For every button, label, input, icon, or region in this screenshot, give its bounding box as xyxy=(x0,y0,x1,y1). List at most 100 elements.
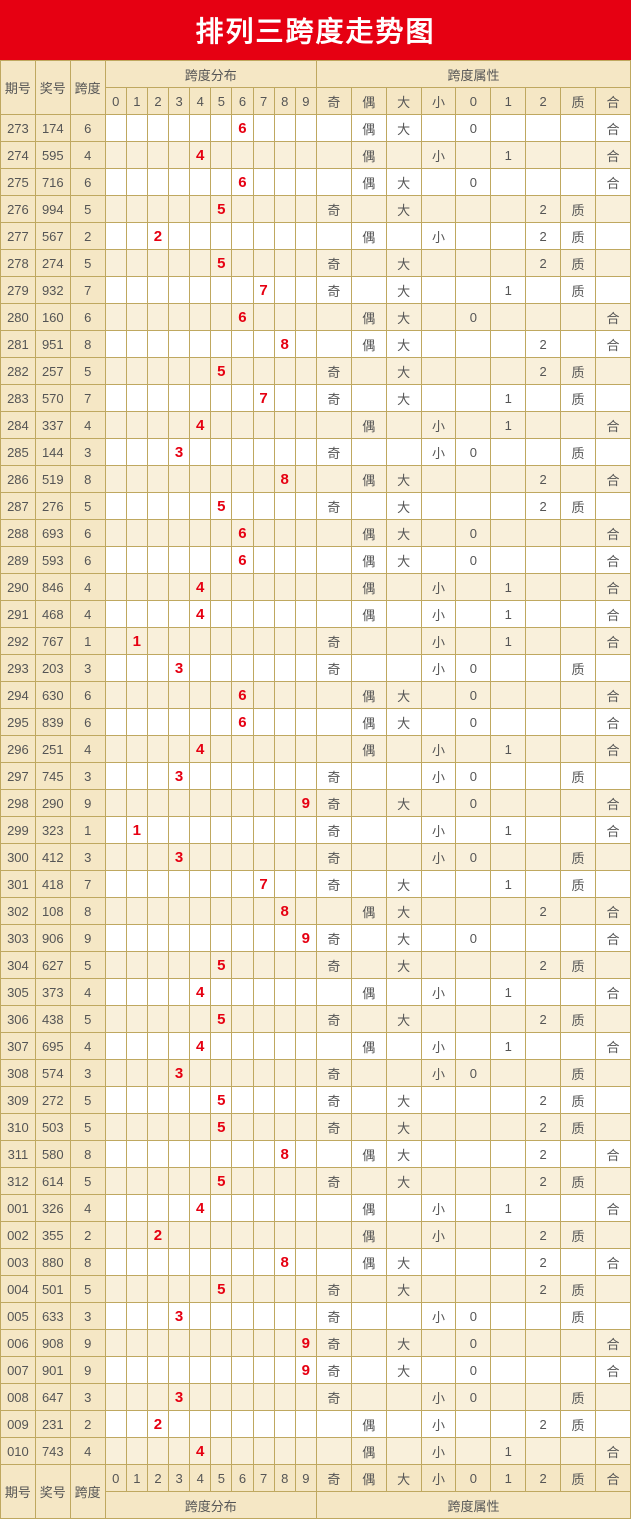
dist-cell xyxy=(274,655,295,682)
cell-q: 295 xyxy=(1,709,36,736)
dist-cell xyxy=(105,169,126,196)
attr-cell xyxy=(526,709,561,736)
dist-cell xyxy=(147,952,168,979)
table-row: 28869366偶大0合 xyxy=(1,520,631,547)
dist-cell xyxy=(169,574,190,601)
attr-cell xyxy=(491,1276,526,1303)
attr-cell xyxy=(491,1411,526,1438)
dist-cell xyxy=(190,277,211,304)
col-sub: 4 xyxy=(190,1465,211,1492)
attr-cell: 奇 xyxy=(316,1384,351,1411)
attr-cell xyxy=(351,493,386,520)
cell-j: 839 xyxy=(35,709,70,736)
dist-cell xyxy=(274,1357,295,1384)
dist-cell xyxy=(295,1141,316,1168)
cell-j: 593 xyxy=(35,547,70,574)
attr-cell xyxy=(316,601,351,628)
dist-cell xyxy=(105,196,126,223)
attr-cell: 合 xyxy=(595,304,630,331)
attr-cell: 合 xyxy=(595,1249,630,1276)
dist-cell xyxy=(105,1330,126,1357)
cell-k: 3 xyxy=(70,1303,105,1330)
dist-cell xyxy=(232,763,253,790)
attr-cell xyxy=(351,439,386,466)
dist-cell xyxy=(105,520,126,547)
dist-cell xyxy=(295,331,316,358)
dist-cell: 3 xyxy=(169,1384,190,1411)
dist-cell xyxy=(232,871,253,898)
dist-cell: 4 xyxy=(190,142,211,169)
dist-cell xyxy=(169,709,190,736)
col-sub: 0 xyxy=(105,88,126,115)
col-period: 期号 xyxy=(1,61,36,115)
dist-cell xyxy=(147,1141,168,1168)
dist-cell xyxy=(295,1303,316,1330)
dist-cell xyxy=(126,277,147,304)
col-span: 跨度 xyxy=(70,1465,105,1519)
dist-cell xyxy=(147,277,168,304)
dist-cell xyxy=(274,871,295,898)
attr-cell xyxy=(526,439,561,466)
attr-cell xyxy=(526,763,561,790)
dist-cell xyxy=(190,358,211,385)
table-row: 27459544偶小1合 xyxy=(1,142,631,169)
dist-cell xyxy=(147,142,168,169)
attr-cell xyxy=(421,169,456,196)
dist-cell xyxy=(126,1222,147,1249)
attr-cell: 大 xyxy=(386,196,421,223)
dist-cell xyxy=(274,790,295,817)
dist-cell xyxy=(274,817,295,844)
attr-cell xyxy=(386,1438,421,1465)
attr-cell xyxy=(421,493,456,520)
dist-cell xyxy=(147,493,168,520)
attr-cell xyxy=(316,331,351,358)
col-group-attr: 跨度属性 xyxy=(316,1492,630,1519)
dist-cell xyxy=(253,1141,274,1168)
attr-cell: 2 xyxy=(526,493,561,520)
dist-cell: 4 xyxy=(190,574,211,601)
attr-cell xyxy=(456,1168,491,1195)
attr-cell: 奇 xyxy=(316,439,351,466)
dist-cell xyxy=(169,1006,190,1033)
attr-cell: 0 xyxy=(456,763,491,790)
cell-k: 9 xyxy=(70,1330,105,1357)
dist-cell xyxy=(274,169,295,196)
attr-cell: 奇 xyxy=(316,655,351,682)
attr-cell xyxy=(491,763,526,790)
table-row: 29320333奇小0质 xyxy=(1,655,631,682)
dist-cell xyxy=(190,493,211,520)
dist-cell: 4 xyxy=(190,1438,211,1465)
dist-cell xyxy=(232,655,253,682)
table-row: 28225755奇大2质 xyxy=(1,358,631,385)
table-row: 28514433奇小0质 xyxy=(1,439,631,466)
dist-cell xyxy=(147,844,168,871)
dist-cell: 6 xyxy=(232,115,253,142)
dist-cell xyxy=(126,925,147,952)
attr-cell xyxy=(421,898,456,925)
dist-cell xyxy=(295,1033,316,1060)
attr-cell xyxy=(561,1195,596,1222)
dist-cell xyxy=(274,1033,295,1060)
attr-cell: 大 xyxy=(386,952,421,979)
dist-cell xyxy=(147,331,168,358)
attr-cell xyxy=(526,682,561,709)
cell-q: 289 xyxy=(1,547,36,574)
dist-cell xyxy=(169,169,190,196)
dist-cell xyxy=(232,1303,253,1330)
col-sub: 大 xyxy=(386,88,421,115)
attr-cell xyxy=(561,115,596,142)
attr-cell: 合 xyxy=(595,1195,630,1222)
cell-k: 9 xyxy=(70,1357,105,1384)
attr-cell: 合 xyxy=(595,1033,630,1060)
dist-cell xyxy=(253,1222,274,1249)
attr-cell xyxy=(491,1114,526,1141)
attr-cell xyxy=(561,898,596,925)
attr-cell xyxy=(491,1357,526,1384)
cell-k: 8 xyxy=(70,1249,105,1276)
dist-cell xyxy=(190,385,211,412)
dist-cell: 4 xyxy=(190,979,211,1006)
attr-cell xyxy=(421,115,456,142)
dist-cell xyxy=(105,1357,126,1384)
dist-cell: 2 xyxy=(147,1411,168,1438)
dist-cell: 5 xyxy=(211,1114,232,1141)
